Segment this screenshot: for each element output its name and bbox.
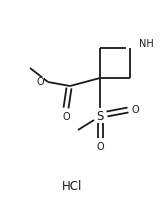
Text: O: O [36,77,44,87]
Text: O: O [131,105,139,115]
Text: O: O [96,142,104,152]
Text: S: S [96,109,104,123]
Text: NH: NH [139,39,154,49]
Text: HCl: HCl [62,180,82,192]
Text: O: O [62,112,70,122]
